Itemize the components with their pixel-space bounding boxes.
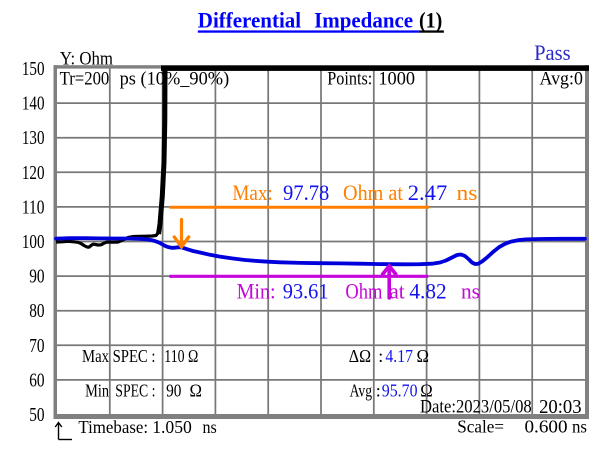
- svg-text:70: 70: [29, 335, 44, 357]
- svg-text:1.050: 1.050: [152, 417, 192, 437]
- svg-text:4.82: 4.82: [409, 279, 446, 304]
- svg-text:ns: ns: [461, 279, 480, 304]
- svg-text:Avg: Avg: [350, 381, 372, 401]
- svg-text:2.47: 2.47: [408, 180, 447, 205]
- svg-text:Timebase:: Timebase:: [78, 417, 148, 437]
- svg-text:130: 130: [22, 127, 45, 149]
- svg-text:93.61: 93.61: [283, 279, 329, 304]
- svg-text:Tr=200: Tr=200: [60, 68, 110, 89]
- svg-text:0.600: 0.600: [525, 417, 568, 437]
- svg-text:Differential: Differential: [198, 8, 301, 33]
- svg-text:Ω: Ω: [190, 381, 203, 401]
- svg-text:ns: ns: [203, 417, 217, 437]
- svg-text:60: 60: [29, 369, 44, 391]
- svg-text:100: 100: [22, 231, 45, 253]
- svg-text:50: 50: [29, 404, 44, 426]
- svg-text:97.78: 97.78: [283, 180, 329, 205]
- svg-text:90: 90: [29, 266, 44, 288]
- svg-text:ns: ns: [572, 417, 587, 437]
- svg-text:110: 110: [22, 196, 45, 218]
- svg-text::: :: [376, 381, 381, 401]
- svg-text:110 Ω: 110 Ω: [164, 346, 198, 366]
- svg-text:150: 150: [22, 58, 45, 80]
- svg-text:SPEC :: SPEC :: [115, 381, 155, 401]
- svg-text:Max:: Max:: [232, 180, 272, 205]
- svg-text:Max SPEC :: Max SPEC :: [82, 346, 156, 366]
- svg-text:80: 80: [29, 300, 44, 322]
- svg-text:Y: Ohm: Y: Ohm: [60, 48, 113, 69]
- svg-text:20:03: 20:03: [539, 396, 582, 418]
- svg-text:ns: ns: [457, 180, 478, 205]
- svg-text:95.70: 95.70: [382, 381, 418, 401]
- svg-text::: :: [378, 346, 383, 366]
- svg-text:Ohm at: Ohm at: [343, 180, 404, 205]
- svg-text:(1): (1): [419, 8, 442, 33]
- svg-text:Pass: Pass: [534, 40, 571, 65]
- svg-text:Min:: Min:: [237, 279, 276, 304]
- svg-text:ΔΩ: ΔΩ: [349, 346, 371, 366]
- svg-text:1000: 1000: [378, 68, 415, 89]
- svg-text:Points:: Points:: [327, 68, 372, 89]
- svg-text:Min: Min: [85, 381, 109, 401]
- svg-text:4.17: 4.17: [385, 346, 413, 366]
- svg-text:Scale=: Scale=: [457, 417, 504, 437]
- svg-text:120: 120: [22, 162, 45, 184]
- svg-text:Ω: Ω: [417, 346, 430, 366]
- svg-text:ps (10%_90%): ps (10%_90%): [120, 68, 230, 89]
- svg-text:Impedance: Impedance: [314, 8, 413, 33]
- svg-text:140: 140: [22, 93, 45, 115]
- svg-text:Avg:0: Avg:0: [540, 68, 583, 89]
- svg-text:at: at: [389, 279, 405, 304]
- svg-text:90: 90: [166, 381, 181, 401]
- svg-text:Ω: Ω: [420, 381, 433, 401]
- svg-text:Ohm: Ohm: [345, 279, 382, 304]
- svg-text:Date:2023/05/08: Date:2023/05/08: [420, 397, 532, 418]
